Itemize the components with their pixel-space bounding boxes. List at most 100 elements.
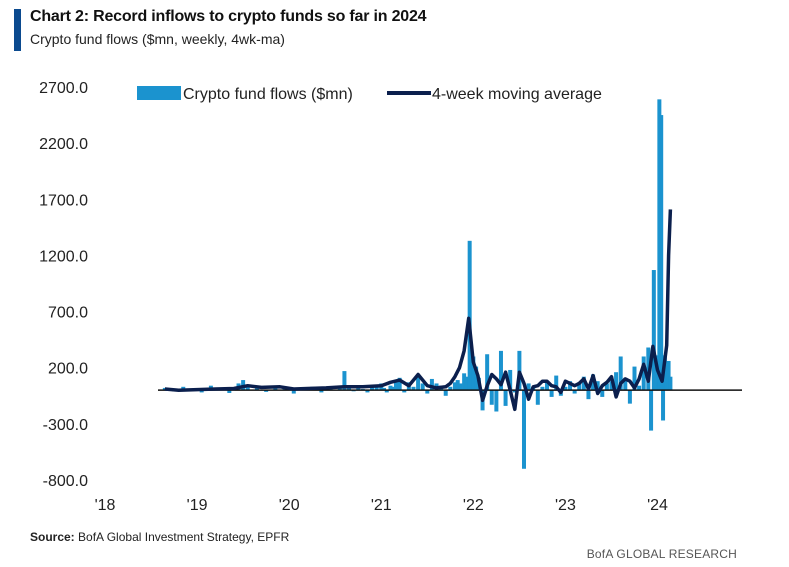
bar — [443, 390, 448, 396]
bar — [264, 390, 269, 392]
source-note: Source: BofA Global Investment Strategy,… — [30, 530, 289, 544]
bar — [666, 360, 671, 391]
bar — [600, 390, 605, 397]
bar — [429, 378, 434, 391]
x-tick-label: '23 — [555, 497, 576, 514]
bar — [498, 350, 503, 391]
legend-label-line: 4-week moving average — [432, 86, 602, 103]
bar — [503, 390, 508, 406]
bar — [462, 373, 467, 391]
bar — [577, 382, 582, 391]
x-tick-label: '24 — [647, 497, 668, 514]
y-axis-ticks: 2700.0 2200.0 1700.0 1200.0 700.0 200.0 -300.0… — [39, 80, 88, 490]
bar — [227, 390, 232, 393]
bar — [342, 371, 347, 391]
legend-label-bars: Crypto fund flows ($mn) — [183, 86, 353, 103]
bar — [512, 390, 517, 393]
bar — [319, 390, 324, 393]
source-text: BofA Global Investment Strategy, EPFR — [78, 530, 290, 544]
moving-average-line — [164, 209, 673, 412]
bar — [416, 376, 421, 391]
bar — [489, 390, 494, 405]
legend-swatch-bars — [137, 86, 181, 100]
source-label: Source: — [30, 530, 75, 544]
y-tick-label: 1700.0 — [39, 192, 88, 209]
bar — [485, 354, 490, 391]
bar — [402, 390, 407, 393]
bar — [651, 270, 656, 391]
bar — [572, 390, 577, 394]
bar — [474, 366, 479, 391]
bar — [199, 390, 204, 393]
bar — [563, 386, 568, 391]
bar — [494, 390, 499, 412]
bar — [618, 356, 623, 391]
y-tick-label: 700.0 — [48, 305, 88, 322]
bar — [604, 383, 609, 391]
bar — [388, 385, 393, 391]
y-tick-label: -800.0 — [43, 473, 88, 490]
bar — [649, 390, 654, 431]
bar — [291, 390, 296, 394]
chart-title: Chart 2: Record inflows to crypto funds … — [30, 8, 427, 25]
bar — [374, 386, 379, 391]
brand-label: BofA GLOBAL RESEARCH — [586, 547, 737, 561]
bar — [609, 381, 614, 391]
bar — [397, 377, 402, 391]
y-tick-label: 1200.0 — [39, 248, 88, 265]
bar — [452, 382, 457, 391]
bar — [455, 380, 460, 391]
y-tick-label: -300.0 — [43, 417, 88, 434]
bar — [425, 390, 430, 394]
bar — [471, 356, 476, 391]
bar-series — [162, 99, 673, 469]
bar — [365, 390, 370, 393]
bar — [448, 386, 453, 391]
x-axis-ticks: '18 '19 '20 '21 '22 '23 '24 — [95, 497, 668, 514]
bar — [661, 390, 666, 421]
bar — [526, 383, 531, 391]
bar — [623, 377, 628, 391]
x-tick-label: '18 — [95, 497, 116, 514]
title-accent-bar — [14, 9, 21, 51]
bar — [411, 386, 416, 391]
bar — [581, 376, 586, 391]
bar — [568, 381, 573, 391]
bar — [540, 386, 545, 391]
bar — [162, 387, 167, 391]
bar — [391, 386, 396, 391]
bar — [614, 372, 619, 391]
bar — [458, 383, 463, 391]
bar — [393, 382, 398, 391]
chart-subtitle: Crypto fund flows ($mn, weekly, 4wk-ma) — [30, 31, 285, 47]
bar — [467, 240, 472, 391]
bar — [668, 376, 673, 391]
x-tick-label: '21 — [371, 497, 392, 514]
x-tick-label: '22 — [463, 497, 484, 514]
bar — [464, 376, 469, 391]
x-tick-label: '20 — [279, 497, 300, 514]
bar — [245, 386, 250, 391]
bar — [545, 381, 550, 391]
bar — [549, 390, 554, 397]
bar — [508, 369, 513, 391]
bar — [595, 381, 600, 391]
bar — [420, 383, 425, 391]
bar — [659, 115, 664, 391]
bar — [641, 356, 646, 391]
bar — [356, 387, 361, 391]
bar — [586, 390, 591, 400]
bar — [627, 390, 632, 404]
x-tick-label: '19 — [187, 497, 208, 514]
bar — [382, 387, 387, 391]
bar — [254, 387, 259, 391]
bar — [637, 385, 642, 391]
bar — [632, 366, 637, 391]
y-tick-label: 2700.0 — [39, 80, 88, 97]
bar — [521, 390, 526, 469]
y-tick-label: 2200.0 — [39, 136, 88, 153]
bar — [535, 390, 540, 405]
legend: Crypto fund flows ($mn) 4-week moving av… — [137, 86, 602, 103]
y-tick-label: 200.0 — [48, 361, 88, 378]
